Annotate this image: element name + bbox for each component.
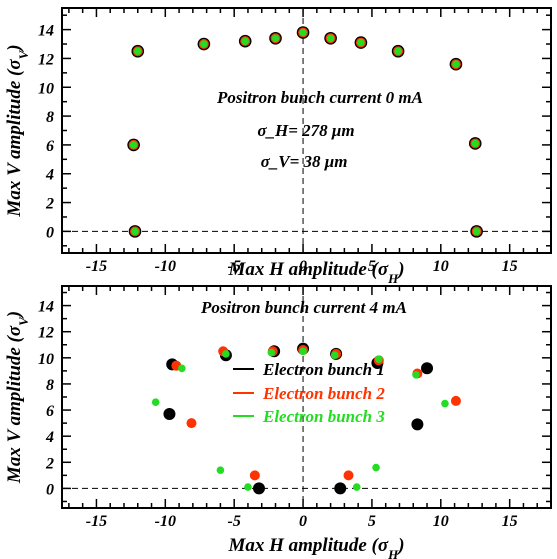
data-point [343, 470, 354, 481]
data-point [271, 34, 280, 43]
x-axis-title: Max H amplitude (σH) [227, 535, 404, 559]
x-tick-label: -15 [86, 513, 107, 530]
series-3 [129, 28, 481, 236]
y-tick-label: 2 [45, 455, 54, 472]
y-tick-label: 8 [46, 377, 54, 394]
data-point [131, 227, 139, 236]
x-tick-label: 10 [433, 258, 449, 275]
data-point [471, 139, 480, 148]
data-point [421, 362, 434, 375]
data-point [411, 418, 424, 431]
annotation-sigma-v: σ_V= 38 μm [261, 152, 348, 171]
y-tick-label: 4 [45, 429, 54, 446]
x-tick-label: -10 [155, 513, 176, 530]
x-tick-label: 10 [433, 513, 449, 530]
y-tick-label: 0 [46, 481, 54, 498]
data-point [200, 40, 208, 48]
x-tick-label: -5 [228, 513, 241, 530]
data-point [326, 34, 335, 43]
y-tick-label: 12 [38, 325, 54, 342]
data-point [330, 351, 339, 360]
data-point [133, 47, 142, 56]
y-tick-label: 4 [45, 167, 54, 184]
data-point [394, 47, 402, 56]
y-axis-title: Max V amplitude (σV) [4, 311, 31, 484]
data-point [357, 38, 365, 47]
data-point [450, 395, 461, 406]
data-point [299, 347, 307, 356]
data-point [129, 141, 138, 149]
x-tick-label: 0 [299, 258, 307, 275]
chart-title-bottom: Positron bunch current 4 mA [200, 298, 407, 317]
y-tick-label: 14 [38, 23, 54, 40]
legend-label-bunch-2: Electron bunch 2 [262, 384, 385, 403]
y-tick-label: 0 [46, 224, 54, 241]
x-tick-label: -5 [228, 258, 241, 275]
annotation-sigma-h: σ_H= 278 μm [257, 121, 354, 140]
data-point [249, 470, 260, 481]
data-point [372, 463, 380, 472]
y-tick-label: 6 [46, 138, 54, 155]
data-point [216, 466, 225, 474]
top-panel: -15 -10 -5 0 5 10 15 0 2 4 6 8 10 12 14 Max H amplitude… [4, 7, 552, 286]
y-tick-label: 14 [38, 299, 54, 316]
data-point [267, 348, 276, 357]
x-tick-label: -15 [86, 258, 107, 275]
data-point [252, 482, 265, 495]
bottom-panel: -15 -10 -5 0 5 10 15 0 2 4 6 8 10 12 14 Max H amplitude… [4, 285, 552, 559]
x-tick-label: 0 [299, 513, 307, 530]
y-tick-label: 8 [46, 109, 54, 126]
data-point [186, 418, 197, 429]
data-point [412, 371, 420, 379]
data-point [472, 227, 481, 236]
y-tick-label: 10 [38, 80, 54, 97]
x-tick-label: 5 [368, 513, 376, 530]
data-point [352, 483, 361, 491]
data-point [375, 355, 383, 363]
x-tick-label: 5 [368, 258, 376, 275]
data-point [178, 364, 186, 373]
series-3 [151, 347, 449, 491]
data-point [241, 37, 250, 45]
x-axis-title: Max H amplitude (σH) [227, 259, 404, 286]
data-point [452, 60, 460, 69]
y-tick-label: 2 [45, 196, 54, 213]
y-axis-title: Max V amplitude (σV) [4, 44, 31, 217]
legend-label-bunch-1: Electron bunch 1 [262, 360, 385, 379]
legend-label-bunch-3: Electron bunch 3 [262, 407, 385, 426]
data-point [151, 398, 160, 407]
legend: Electron bunch 1 Electron bunch 2 Electr… [233, 360, 385, 426]
y-tick-label: 6 [46, 403, 54, 420]
data-point [299, 28, 307, 37]
data-point [222, 350, 230, 358]
data-point [334, 482, 347, 495]
data-point [163, 407, 176, 420]
data-point [441, 399, 449, 408]
data-point [244, 483, 252, 491]
x-tick-label: -10 [155, 258, 176, 275]
y-tick-label: 12 [38, 51, 54, 68]
x-tick-label: 15 [502, 258, 518, 275]
annotation-current: Positron bunch current 0 mA [216, 88, 423, 107]
x-tick-label: 15 [502, 513, 518, 530]
y-tick-label: 10 [38, 351, 54, 368]
